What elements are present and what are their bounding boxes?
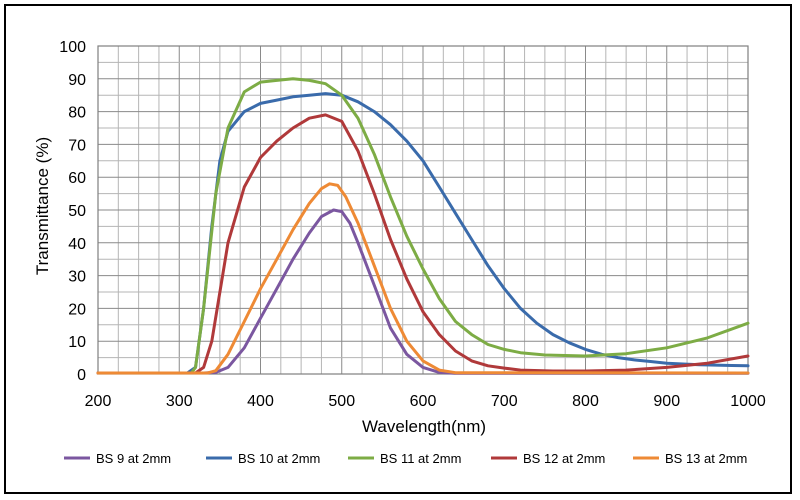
series-lines bbox=[96, 77, 750, 375]
x-tick-label: 600 bbox=[410, 393, 437, 410]
transmittance-chart: 200 300 400 500 600 700 800 900 1000 0 10 20 30 40 50 6… bbox=[33, 39, 766, 466]
y-tick-label: 80 bbox=[68, 105, 86, 122]
y-tick-label: 100 bbox=[59, 39, 86, 56]
legend: BS 9 at 2mm BS 10 at 2mm BS 11 at 2mm BS 12… bbox=[64, 451, 747, 466]
y-tick-label: 20 bbox=[68, 301, 86, 318]
x-tick-label: 500 bbox=[328, 393, 355, 410]
y-tick-label: 10 bbox=[68, 334, 86, 351]
y-tick-label: 60 bbox=[68, 170, 86, 187]
x-tick-label: 200 bbox=[85, 393, 112, 410]
y-tick-label: 90 bbox=[68, 72, 86, 89]
x-tick-label: 1000 bbox=[730, 393, 766, 410]
plot-area-border bbox=[97, 45, 749, 375]
plot-area-rect bbox=[97, 45, 749, 375]
legend-label: BS 9 at 2mm bbox=[96, 451, 171, 466]
y-tick-label: 70 bbox=[68, 137, 86, 154]
legend-label: BS 10 at 2mm bbox=[238, 451, 320, 466]
y-axis-title: Transmittance (%) bbox=[33, 137, 52, 275]
series-line bbox=[96, 208, 750, 375]
tick-labels: 200 300 400 500 600 700 800 900 1000 0 10 20 30 40 50 6… bbox=[59, 39, 766, 410]
x-tick-label: 300 bbox=[166, 393, 193, 410]
y-tick-label: 30 bbox=[68, 269, 86, 286]
grid-lines bbox=[97, 45, 749, 375]
y-tick-label: 0 bbox=[77, 367, 86, 384]
legend-label: BS 11 at 2mm bbox=[380, 451, 461, 466]
x-tick-label: 700 bbox=[491, 393, 518, 410]
series-line bbox=[96, 182, 750, 375]
x-tick-label: 900 bbox=[653, 393, 680, 410]
y-tick-label: 50 bbox=[68, 203, 86, 220]
series-line bbox=[96, 113, 750, 375]
x-axis-title: Wavelength(nm) bbox=[362, 417, 486, 436]
series-line bbox=[96, 77, 750, 375]
legend-label: BS 12 at 2mm bbox=[523, 451, 605, 466]
x-tick-label: 400 bbox=[247, 393, 274, 410]
chart-frame: 200 300 400 500 600 700 800 900 1000 0 10 20 30 40 50 6… bbox=[4, 4, 792, 494]
y-tick-label: 40 bbox=[68, 236, 86, 253]
x-tick-label: 800 bbox=[572, 393, 599, 410]
legend-label: BS 13 at 2mm bbox=[665, 451, 747, 466]
